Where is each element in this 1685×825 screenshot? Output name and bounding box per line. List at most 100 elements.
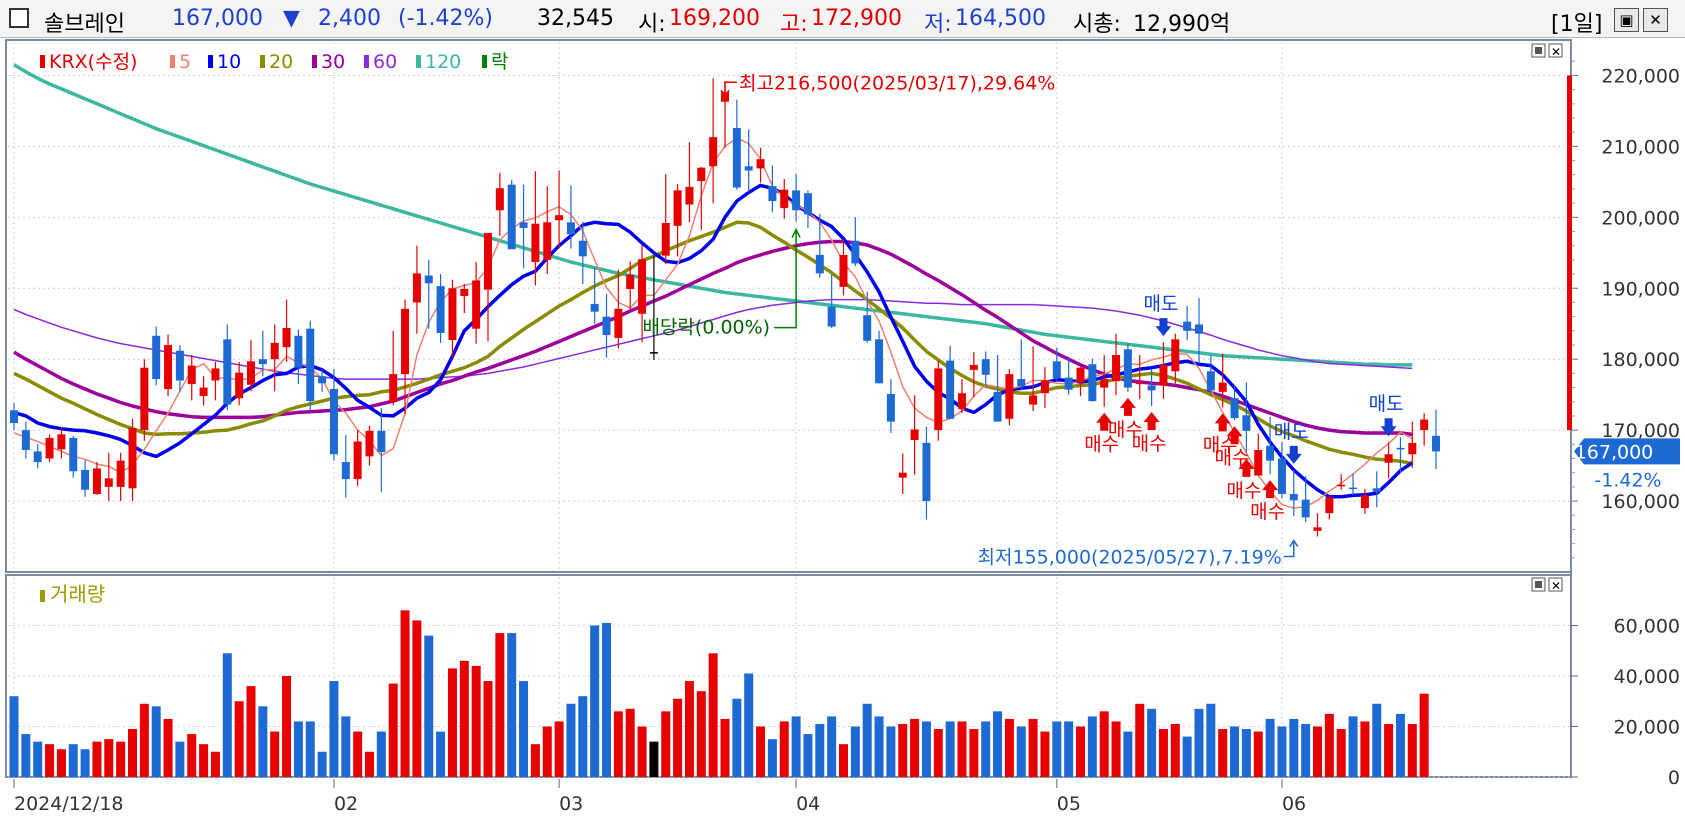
- candle-body: [946, 360, 955, 419]
- candle-body: [258, 359, 267, 365]
- buy-signal-label: 매수: [1215, 447, 1250, 469]
- candle: [211, 362, 220, 401]
- svg-text:✕: ✕: [1551, 45, 1561, 59]
- candle: [886, 379, 895, 433]
- candle: [377, 408, 386, 492]
- candle-body: [815, 254, 824, 274]
- candle: [424, 259, 433, 329]
- volume-bar: [270, 731, 280, 777]
- candle: [839, 239, 848, 296]
- maximize-button[interactable]: ▣: [1614, 8, 1639, 32]
- volume-bar: [519, 681, 529, 777]
- candle-body: [792, 190, 801, 211]
- volume-bar: [1158, 729, 1168, 777]
- change-value: 2,400: [318, 6, 381, 31]
- candle: [969, 352, 978, 398]
- candle: [1301, 476, 1310, 523]
- buy-signal: 매수: [1132, 412, 1167, 455]
- candle-body: [685, 186, 694, 205]
- candle: [294, 329, 303, 385]
- volume-bar: [21, 734, 31, 777]
- candle: [45, 434, 54, 463]
- change-arrow-icon: ▼: [283, 6, 300, 31]
- candle: [815, 213, 824, 278]
- open-label: 시:: [638, 12, 666, 37]
- volume-legend-swatch: [40, 590, 45, 602]
- volume-bar: [151, 706, 161, 777]
- buy-signal: 매수: [1084, 412, 1119, 456]
- candle: [1230, 386, 1239, 421]
- candle: [21, 421, 30, 459]
- volume-pane-close-icon[interactable]: [1548, 577, 1563, 592]
- candle: [981, 351, 990, 387]
- candle-body: [1195, 324, 1203, 334]
- candle-body: [1218, 382, 1227, 392]
- candle: [732, 99, 741, 190]
- candle: [519, 184, 528, 269]
- candle: [81, 459, 90, 497]
- candle-body: [92, 468, 101, 494]
- legend-label: 5: [179, 51, 191, 73]
- volume-bar: [353, 731, 363, 777]
- candle-body: [1337, 484, 1346, 487]
- dividend-annotation-text: 배당락(0.00%): [642, 317, 770, 339]
- date-tick-label: 02: [334, 793, 358, 815]
- candle: [318, 369, 327, 392]
- period-selector[interactable]: [1일]: [1551, 12, 1603, 37]
- volume-legend: 거래량: [40, 582, 105, 606]
- candle-body: [1171, 339, 1180, 372]
- stock-chart: 160,000 170,000 180,000 190,000 200,000 210,0…: [0, 39, 1685, 825]
- volume-bar: [1111, 721, 1121, 777]
- sell-signal: 매도: [1143, 293, 1178, 337]
- candle: [484, 232, 492, 342]
- candle-body: [270, 342, 279, 360]
- close-button[interactable]: ✕: [1643, 8, 1668, 32]
- price-tick-label: 200,000: [1601, 207, 1680, 229]
- candle: [1337, 474, 1346, 490]
- candle-body: [164, 345, 173, 389]
- candle: [1372, 471, 1381, 508]
- volume-bar: [696, 691, 706, 777]
- candle-body: [1230, 398, 1239, 419]
- candle-body: [199, 387, 208, 397]
- candle-body: [839, 254, 848, 287]
- candle: [1254, 433, 1263, 476]
- pane-close-icon[interactable]: [1548, 43, 1563, 58]
- title-bar: 솔브레인 167,000 ▼ 2,400 (-1.42%) 32,545 시: …: [0, 0, 1685, 38]
- candle-body: [1301, 499, 1310, 518]
- candle-body: [353, 441, 362, 480]
- volume-bar: [1324, 713, 1334, 777]
- candle: [460, 284, 469, 314]
- current-price-tag-text: 167,000: [1575, 441, 1654, 463]
- volume-bar: [732, 698, 742, 777]
- candle-body: [45, 437, 54, 459]
- candle-body: [1408, 442, 1417, 455]
- buy-signal-label: 매수: [1226, 480, 1261, 502]
- candle: [614, 269, 623, 349]
- candle-body: [69, 437, 78, 472]
- mcap-value: 12,990억: [1133, 12, 1231, 37]
- candle-body: [1123, 349, 1132, 388]
- volume-bar: [1087, 716, 1097, 777]
- volume-bar: [1218, 729, 1228, 777]
- volume-bar: [317, 751, 327, 777]
- candle-body: [235, 372, 244, 399]
- buy-signal-label: 매수: [1132, 433, 1167, 455]
- candle-body: [744, 166, 753, 171]
- candle: [104, 452, 113, 502]
- volume-bar: [1301, 723, 1311, 777]
- candle: [128, 418, 137, 502]
- candle: [164, 334, 173, 397]
- sell-signal-label: 매도: [1274, 421, 1309, 443]
- select-checkbox[interactable]: [9, 8, 29, 28]
- candle: [495, 172, 504, 236]
- volume-bar: [341, 716, 351, 777]
- candle: [934, 360, 943, 441]
- legend-label: 10: [217, 51, 241, 73]
- volume-bars: [9, 610, 1429, 777]
- candle: [543, 186, 552, 275]
- volume-bar: [625, 708, 635, 777]
- volume-bar: [945, 721, 955, 777]
- candle-body: [1384, 454, 1393, 463]
- candle: [1100, 354, 1109, 407]
